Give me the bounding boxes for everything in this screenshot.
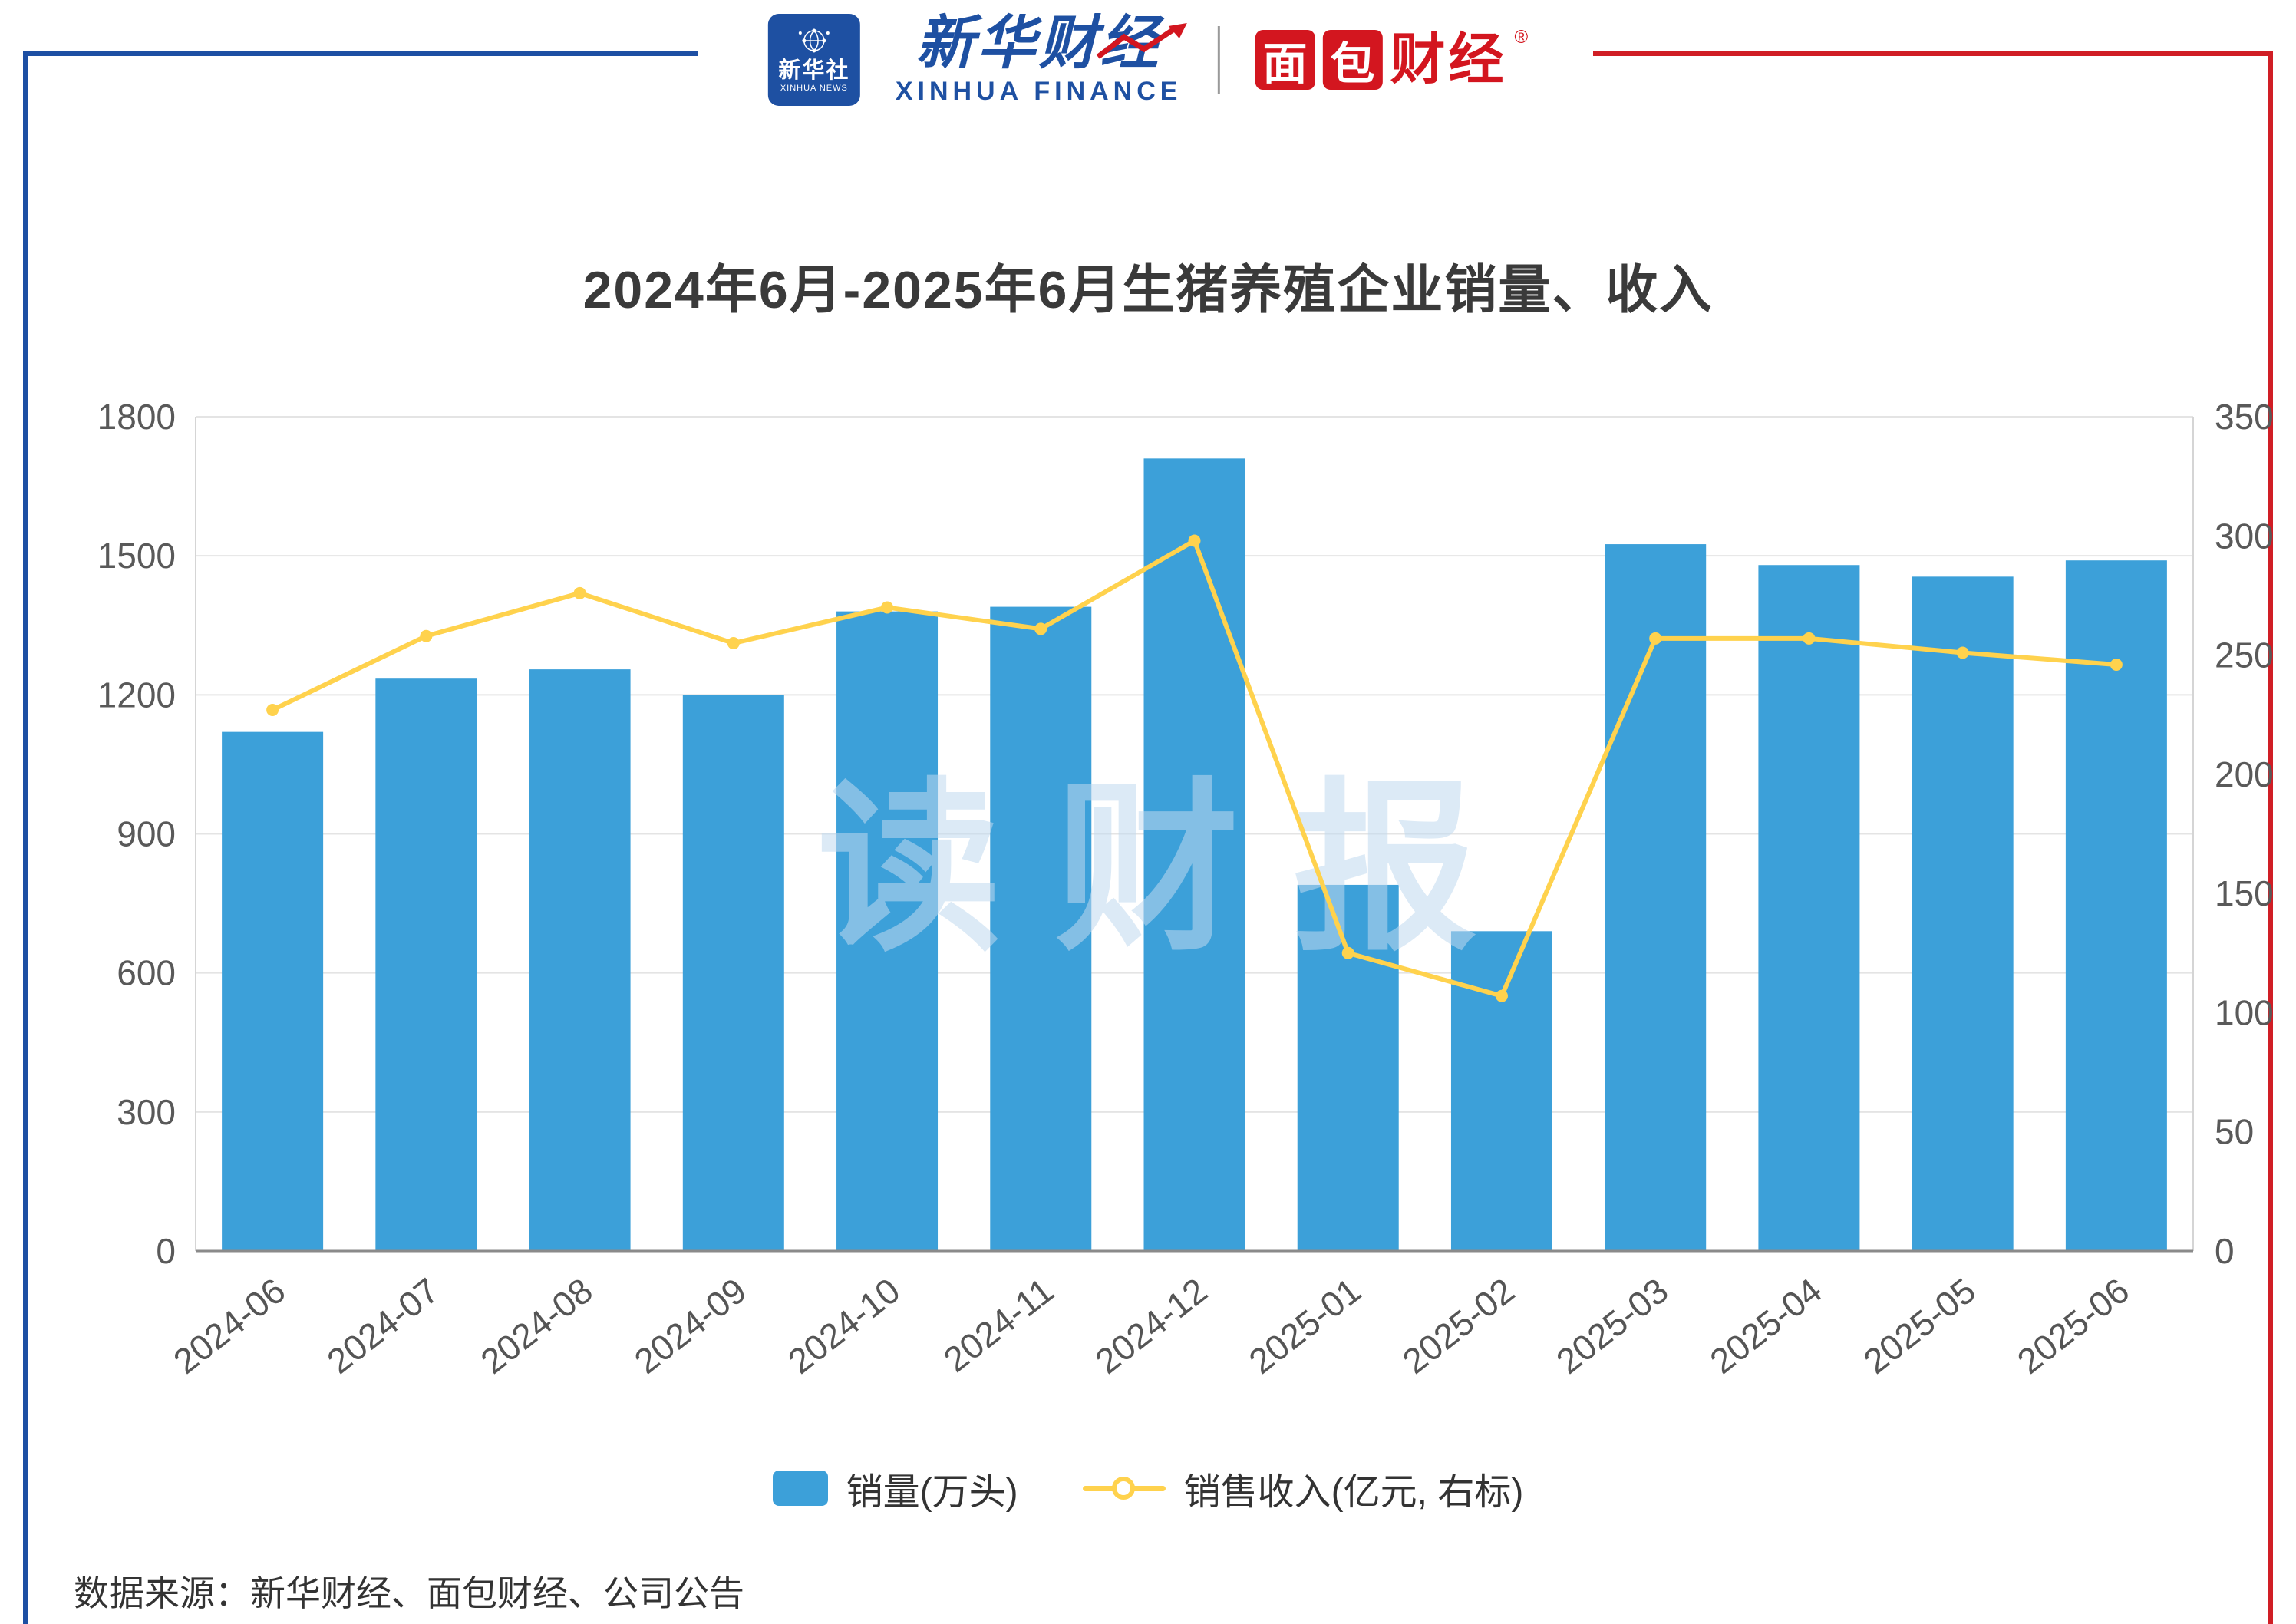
revenue-line-point: [1341, 946, 1354, 959]
chart-legend: 销量(万头) 销售收入(亿元, 右标): [0, 1461, 2296, 1515]
revenue-line-point: [1034, 622, 1047, 635]
bar-2024-10: [836, 611, 939, 1251]
revenue-line-point: [1956, 646, 1969, 659]
bar-2025-02: [1450, 931, 1552, 1251]
revenue-line-point: [1803, 632, 1816, 645]
x-axis-label: 2025-02: [1395, 1270, 1522, 1381]
x-axis-label: 2024-06: [166, 1270, 292, 1381]
watermark: 读财报: [817, 766, 1531, 972]
bar-series-swatch: [772, 1471, 828, 1506]
right-axis-tick: 350: [2215, 397, 2274, 437]
revenue-line-point: [1495, 989, 1508, 1002]
left-axis-tick: 1200: [97, 675, 176, 715]
left-axis-tick: 300: [117, 1092, 176, 1132]
right-axis-tick: 300: [2215, 516, 2274, 556]
x-axis-label: 2024-12: [1088, 1270, 1215, 1381]
bar-2025-03: [1605, 544, 1707, 1251]
x-axis-label: 2024-08: [473, 1270, 600, 1381]
x-axis-label: 2024-11: [936, 1270, 1061, 1380]
xinhua-news-label-en: XINHUA NEWS: [780, 84, 848, 94]
right-axis-tick: 0: [2215, 1231, 2235, 1271]
x-axis-label: 2024-10: [780, 1270, 907, 1381]
frame-right-red: [2268, 51, 2273, 1624]
xinhua-finance-logo: 新华财经 XINHUA FINANCE: [895, 13, 1187, 107]
bread-finance-rest: 财经: [1390, 29, 1507, 91]
left-axis-tick: 1500: [97, 536, 176, 576]
chart-title: 2024年6月-2025年6月生猪养殖企业销量、收入: [582, 261, 1714, 319]
x-axis-label: 2024-07: [319, 1270, 446, 1381]
bar-2025-06: [2065, 560, 2167, 1251]
header: 新华社 XINHUA NEWS 新华财经 XINHUA FINANCE 面 包 …: [767, 13, 1529, 107]
header-divider: [1217, 26, 1220, 94]
bread-finance-logo: 面 包 财经 ®: [1255, 27, 1529, 91]
bread-finance-tile-1: 面: [1255, 30, 1315, 91]
data-source-note: 数据来源：新华财经、面包财经、公司公告: [74, 1573, 744, 1613]
revenue-line-point: [881, 601, 894, 614]
bar-2025-05: [1912, 576, 2014, 1251]
bar-2025-04: [1758, 565, 1860, 1251]
left-axis-tick: 600: [117, 953, 176, 993]
xinhua-news-logo: 新华社 XINHUA NEWS: [767, 14, 860, 107]
x-axis-label: 2025-03: [1549, 1270, 1675, 1381]
xinhua-finance-en: XINHUA FINANCE: [895, 76, 1183, 106]
x-axis-label: 2025-05: [1856, 1270, 1983, 1381]
x-axis-label: 2025-06: [2010, 1270, 2136, 1381]
revenue-line-point: [2110, 658, 2123, 671]
legend-label-revenue: 销售收入(亿元, 右标): [1183, 1472, 1524, 1513]
bar-2024-09: [682, 695, 784, 1251]
bread-finance-tile-2: 包: [1322, 30, 1383, 91]
right-axis-tick: 50: [2215, 1112, 2254, 1152]
line-marker-dot: [1111, 1477, 1135, 1500]
revenue-line-point: [727, 637, 740, 650]
frame-left-blue: [23, 51, 28, 1624]
right-axis-tick: 150: [2215, 873, 2274, 913]
revenue-line-point: [266, 704, 279, 717]
legend-label-volume: 销量(万头): [846, 1472, 1018, 1513]
bar-2024-07: [375, 678, 477, 1251]
line-series-marker: [1082, 1476, 1166, 1500]
bar-2024-06: [222, 731, 324, 1251]
trend-arrow-icon: [1096, 23, 1187, 59]
frame-top-right-red: [1593, 51, 2273, 56]
left-axis-tick: 0: [156, 1231, 176, 1271]
bar-2024-08: [529, 669, 631, 1251]
legend-item-volume[interactable]: 销量(万头): [772, 1461, 1018, 1515]
right-axis-tick: 200: [2215, 754, 2274, 794]
bar-2025-01: [1297, 884, 1399, 1251]
bar-2024-11: [990, 606, 1092, 1251]
registered-mark-icon: ®: [1514, 27, 1529, 48]
right-axis-tick: 250: [2215, 635, 2274, 675]
left-axis-tick: 1800: [97, 397, 176, 437]
x-axis-label: 2025-04: [1703, 1270, 1829, 1381]
revenue-line-point: [1188, 534, 1201, 547]
right-axis-tick: 100: [2215, 992, 2274, 1032]
left-axis-tick: 900: [117, 814, 176, 854]
frame-top-left-blue: [23, 51, 698, 56]
combo-chart: 0 300 600 900 1200 1500 1800 0 50 100 150 200 250 300…: [97, 397, 2274, 1381]
revenue-line-point: [1649, 632, 1662, 645]
xinhua-news-label: 新华社: [778, 58, 850, 84]
xinhua-news-network-icon: [798, 28, 830, 53]
revenue-line-point: [420, 629, 433, 642]
revenue-line-point: [573, 586, 586, 599]
x-axis-label: 2024-09: [627, 1270, 754, 1381]
bar-2024-12: [1143, 458, 1245, 1251]
x-axis-label: 2025-01: [1242, 1270, 1368, 1381]
legend-item-revenue[interactable]: 销售收入(亿元, 右标): [1082, 1461, 1524, 1515]
